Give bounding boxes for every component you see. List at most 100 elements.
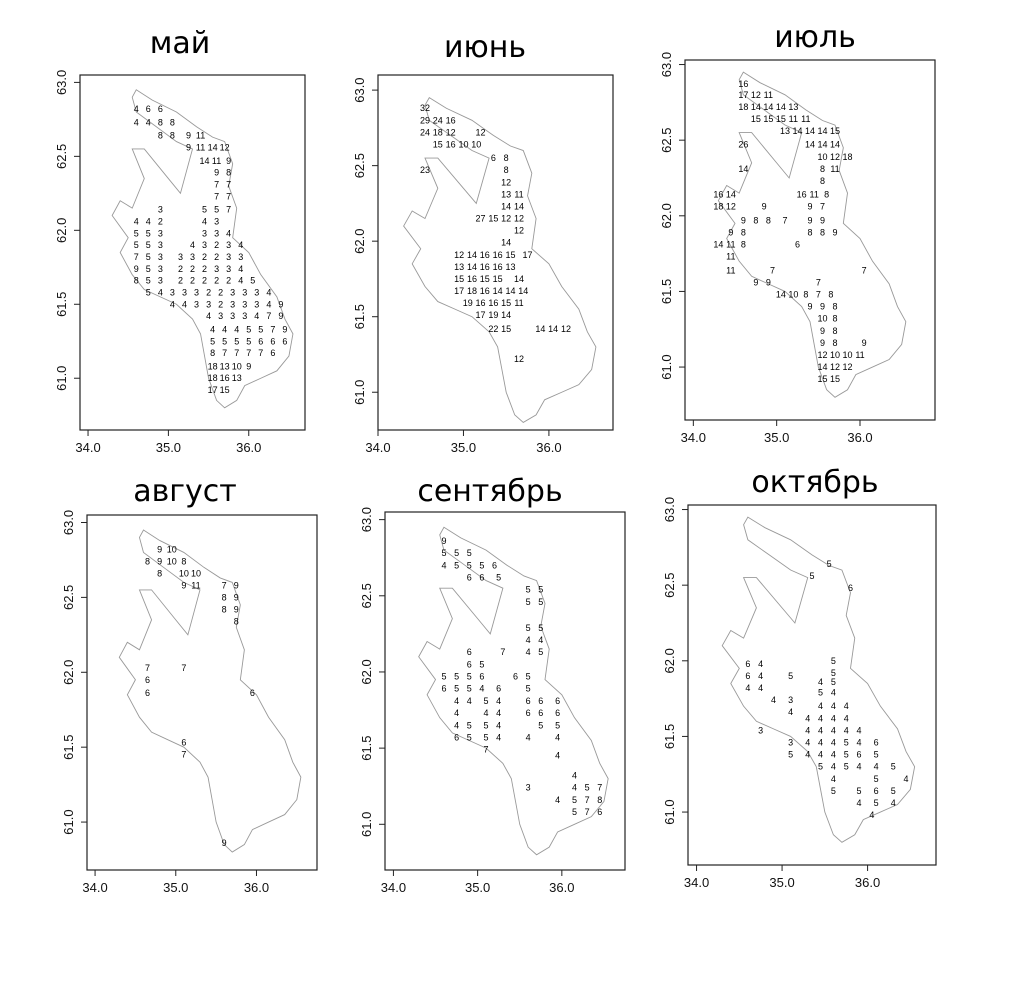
data-point-label: 14 — [514, 201, 524, 211]
chart-3: 34.0 35.0 36.061.061.562.062.563.09 108 9 10 8… — [61, 510, 318, 895]
data-point-label: 5 — [572, 795, 577, 805]
data-point-label: 5 — [258, 324, 263, 334]
data-point-label: 4 — [182, 299, 187, 309]
data-point-label: 8 — [234, 616, 239, 626]
data-point-label: 5 — [809, 571, 814, 581]
data-point-label: 9 — [134, 264, 139, 274]
data-point-label: 5 — [538, 585, 543, 595]
data-point-label: 4 — [831, 774, 836, 784]
data-point-label: 7 — [246, 348, 251, 358]
data-point-label: 11 — [855, 350, 864, 360]
data-point-label: 14 — [501, 238, 511, 248]
data-point-label: 14 — [805, 126, 815, 136]
data-point-label: 9 — [832, 227, 837, 237]
data-point-label: 5 — [831, 656, 836, 666]
data-point-label: 5 — [831, 668, 836, 678]
y-tick-label: 61.0 — [54, 366, 69, 391]
y-tick-label: 62.5 — [359, 583, 374, 608]
data-point-label: 5 — [844, 737, 849, 747]
y-tick-label: 61.0 — [359, 812, 374, 837]
data-point-label: 19 — [463, 298, 473, 308]
lake-outline — [111, 89, 294, 409]
data-point-label: 9 — [820, 302, 825, 312]
data-point-label: 14 — [548, 324, 558, 334]
y-tick-label: 62.0 — [359, 659, 374, 684]
data-point-label: 12 — [830, 152, 840, 162]
data-point-label: 18 — [208, 373, 218, 383]
data-point-label: 8 — [820, 227, 825, 237]
data-point-label: 2 — [190, 264, 195, 274]
y-tick-label: 62.0 — [662, 648, 677, 673]
lake-outline — [418, 526, 609, 856]
data-point-label: 3 — [194, 287, 199, 297]
data-point-label: 2 — [226, 276, 231, 286]
data-point-label: 5 — [484, 696, 489, 706]
data-point-label: 2 — [178, 276, 183, 286]
data-point-label: 6 — [745, 659, 750, 669]
data-point-label: 6 — [145, 675, 150, 685]
data-point-label: 7 — [484, 745, 489, 755]
data-point-label: 7 — [222, 348, 227, 358]
data-point-label: 6 — [181, 738, 186, 748]
data-point-label: 5 — [526, 672, 531, 682]
data-point-label: 9 — [741, 215, 746, 225]
lake-outline — [118, 529, 302, 853]
data-point-label: 26 — [738, 140, 748, 150]
data-point-label: 16 — [797, 190, 807, 200]
data-point-label: 8 — [824, 190, 829, 200]
data-point-label: 6 — [492, 560, 497, 570]
y-tick-label: 61.5 — [352, 304, 367, 329]
y-tick-label: 61.5 — [659, 279, 674, 304]
data-point-label: 16 — [480, 286, 490, 296]
plot-frame — [377, 74, 614, 431]
data-point-label: 15 — [830, 126, 840, 136]
data-point-label: 5 — [538, 647, 543, 657]
data-point-label: 6 — [270, 348, 275, 358]
data-point-label: 9 — [234, 604, 239, 614]
data-point-label: 6 — [258, 336, 263, 346]
data-point-label: 10 — [191, 568, 201, 578]
plot-frame — [86, 514, 318, 871]
x-tick-label: 34.0 — [681, 430, 706, 445]
data-point-label: 4 — [857, 725, 862, 735]
data-point-label: 7 — [226, 179, 231, 189]
data-point-label: 4 — [454, 720, 459, 730]
data-point-label: 2 — [202, 264, 207, 274]
data-point-label: 3 — [526, 783, 531, 793]
data-point-label: 9 — [820, 338, 825, 348]
data-point-label: 11 — [196, 142, 205, 152]
data-point-label: 15 — [830, 374, 840, 384]
data-point-label: 11 — [789, 114, 798, 124]
data-point-label: 2 — [218, 287, 223, 297]
data-point-label: 10 — [167, 556, 177, 566]
data-point-label: 4 — [805, 725, 810, 735]
data-point-label: 14 — [493, 286, 503, 296]
data-point-label: 2 — [202, 252, 207, 262]
data-point-label: 13 — [220, 361, 230, 371]
data-point-label: 4 — [857, 798, 862, 808]
data-point-label: 3 — [226, 240, 231, 250]
data-point-label: 6 — [526, 708, 531, 718]
data-point-label: 6 — [270, 336, 275, 346]
data-point-label: 5 — [526, 623, 531, 633]
y-tick-label: 62.5 — [662, 573, 677, 598]
x-tick-label: 34.0 — [75, 440, 100, 455]
data-point-label: 15 — [480, 274, 490, 284]
data-point-label: 3 — [214, 216, 219, 226]
data-point-label: 13 — [454, 262, 464, 272]
data-point-label: 14 — [501, 310, 511, 320]
data-point-label: 3 — [158, 252, 163, 262]
data-point-label: 5 — [479, 560, 484, 570]
data-point-label: 17 — [208, 385, 218, 395]
panel-september: сентябрь — [340, 470, 640, 920]
plot-frame — [79, 74, 306, 431]
plot-frame — [384, 511, 626, 871]
data-point-label: 6 — [538, 708, 543, 718]
data-point-label: 12 — [514, 354, 524, 364]
data-point-label: 8 — [741, 240, 746, 250]
x-tick-label: 36.0 — [244, 880, 269, 895]
data-point-label: 16 — [738, 79, 748, 89]
data-point-label: 15 — [488, 214, 498, 224]
data-point-label: 9 — [766, 277, 771, 287]
data-point-label: 4 — [555, 732, 560, 742]
